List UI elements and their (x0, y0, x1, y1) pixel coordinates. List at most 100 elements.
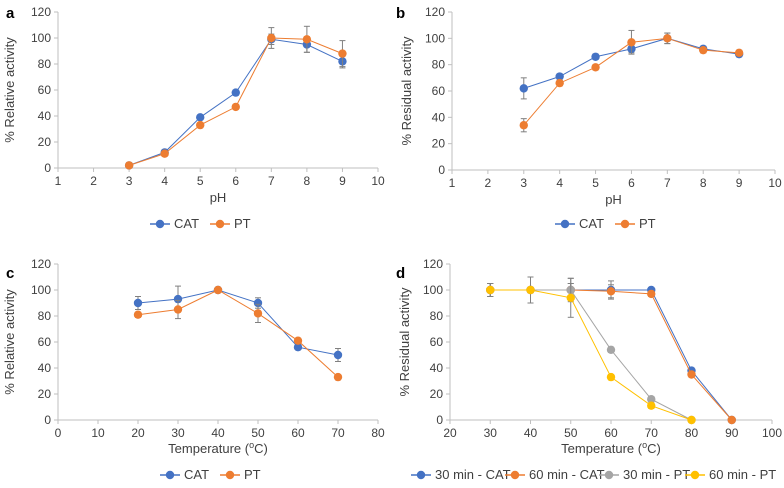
y-tick-label: 20 (38, 387, 52, 401)
series-line (490, 289, 692, 421)
y-tick-label: 60 (432, 84, 446, 98)
data-point (333, 372, 343, 382)
y-tick-label: 80 (38, 309, 52, 323)
y-axis-label: % Relative activity (2, 289, 17, 395)
x-tick-label: 1 (55, 174, 62, 188)
data-point (519, 121, 528, 130)
y-tick-label: 0 (436, 413, 443, 427)
x-tick-label: 9 (736, 176, 743, 190)
data-point (606, 372, 616, 382)
y-tick-label: 60 (38, 335, 52, 349)
panel-letter-d: d (396, 265, 405, 282)
data-point (253, 298, 263, 308)
x-tick-label: 10 (91, 426, 105, 440)
data-point (687, 370, 696, 379)
legend-label: PT (234, 216, 251, 231)
x-tick-label: 5 (592, 176, 599, 190)
x-tick-label: 0 (55, 426, 62, 440)
data-point (734, 48, 744, 58)
data-point (591, 63, 600, 72)
x-tick-label: 40 (524, 426, 538, 440)
series-pt (133, 285, 343, 382)
legend-item: CAT (160, 467, 209, 482)
legend-item: 60 min - PT (685, 467, 776, 482)
y-tick-label: 0 (44, 161, 51, 175)
x-tick-label: 8 (700, 176, 707, 190)
data-point (213, 285, 223, 295)
series-cat (124, 33, 347, 170)
data-point (160, 149, 169, 158)
y-tick-label: 0 (44, 413, 51, 427)
legend-marker (416, 470, 426, 480)
y-tick-label: 100 (31, 31, 51, 45)
x-tick-label: 8 (304, 174, 311, 188)
y-tick-label: 120 (31, 257, 51, 271)
x-tick-label: 4 (556, 176, 563, 190)
data-point (173, 294, 183, 304)
x-tick-label: 80 (685, 426, 699, 440)
data-point (196, 120, 205, 130)
y-tick-label: 100 (425, 31, 445, 45)
y-tick-label: 120 (425, 5, 445, 19)
legend-item: CAT (555, 216, 604, 231)
data-point (338, 49, 347, 58)
legend-label: CAT (579, 216, 604, 231)
legend-marker (165, 470, 175, 480)
data-point (647, 289, 656, 299)
y-tick-label: 20 (432, 137, 446, 151)
series-line (128, 37, 343, 166)
x-tick-label: 7 (268, 174, 275, 188)
data-point (231, 88, 240, 97)
data-point (231, 102, 240, 112)
data-point (196, 113, 205, 122)
y-tick-label: 100 (423, 283, 443, 297)
x-tick-label: 10 (768, 176, 782, 190)
x-tick-label: 7 (664, 176, 671, 190)
legend-item: PT (210, 216, 251, 231)
legend-marker (155, 219, 165, 229)
legend-item: 30 min - CAT (411, 467, 511, 482)
data-point (555, 78, 564, 88)
x-tick-label: 50 (251, 426, 265, 440)
data-point (606, 287, 616, 296)
x-axis-label: pH (605, 192, 622, 207)
x-tick-label: 2 (485, 176, 492, 190)
series-60min-pt (486, 276, 696, 425)
y-tick-label: 20 (38, 135, 52, 149)
legend-marker (225, 470, 235, 480)
x-tick-label: 6 (628, 176, 635, 190)
data-point (293, 336, 303, 345)
data-point (293, 343, 303, 352)
data-point (124, 161, 134, 170)
panel-c: c 0 20 40 60 80 100 120 0 10 20 30 40 50 60 70 80 % Relat… (2, 257, 385, 482)
panel-b: b 0 20 40 60 80 100 120 1 2 3 4 5 6 7 8 9 10 % Residual ac… (396, 5, 782, 231)
legend-marker (690, 470, 700, 480)
y-axis-label: % Residual activity (397, 287, 412, 397)
y-tick-label: 40 (430, 361, 444, 375)
data-point (555, 72, 564, 81)
data-point (627, 38, 636, 47)
data-point (519, 84, 528, 93)
data-point (173, 305, 183, 314)
data-point (647, 395, 656, 404)
x-axis-label: Temperature (oC) (168, 440, 268, 456)
series-cat (133, 285, 343, 362)
x-tick-label: 10 (371, 174, 385, 188)
x-tick-label: 70 (645, 426, 659, 440)
data-point (133, 310, 143, 319)
y-tick-label: 40 (38, 361, 52, 375)
y-tick-label: 80 (432, 58, 446, 72)
series-pt (124, 25, 347, 170)
y-tick-label: 100 (31, 283, 51, 297)
y-axis-label: % Residual activity (399, 36, 414, 146)
x-tick-label: 3 (126, 174, 133, 188)
legend-label: 30 min - CAT (435, 467, 511, 482)
data-point (687, 415, 696, 425)
series-line (490, 289, 733, 421)
panel-letter-a: a (6, 5, 15, 22)
panel-a: a 0 20 40 60 80 100 120 1 2 3 4 5 6 7 8 9 10 % Relative ac… (2, 5, 385, 231)
series-pt (519, 29, 744, 133)
y-tick-label: 60 (430, 335, 444, 349)
y-tick-label: 0 (438, 163, 445, 177)
x-tick-label: 60 (604, 426, 618, 440)
